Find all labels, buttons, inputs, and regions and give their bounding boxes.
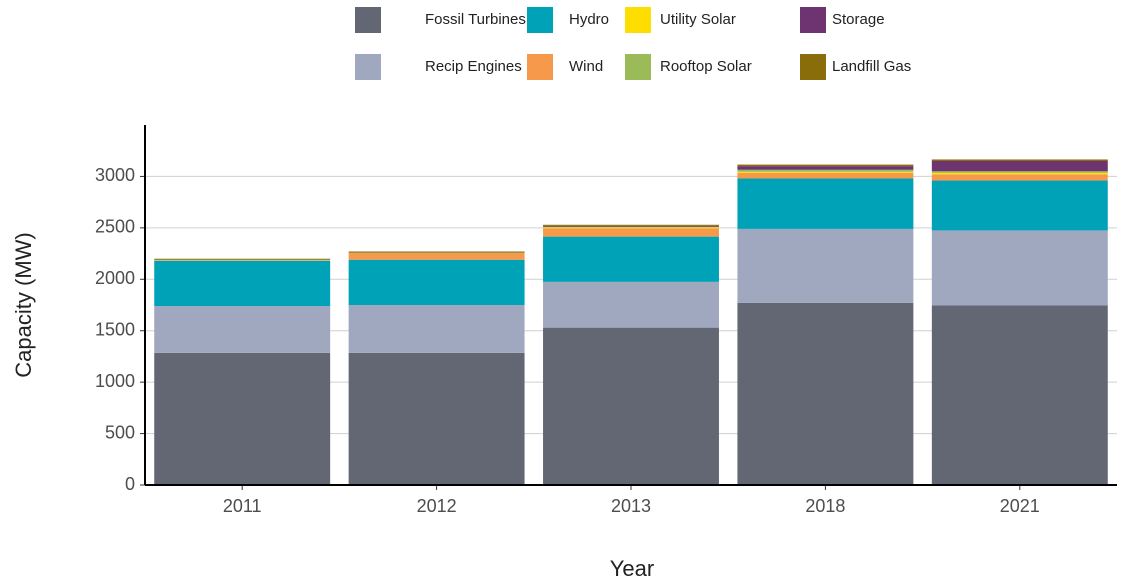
- bar-segment: [543, 224, 719, 226]
- bar-segment: [543, 281, 719, 328]
- bar-segment: [931, 159, 1108, 161]
- bar-segment: [154, 260, 331, 261]
- legend-swatch: [800, 7, 826, 33]
- y-tick-label: 2000: [95, 268, 135, 288]
- bar-segment: [543, 226, 719, 228]
- y-tick-label: 1500: [95, 319, 135, 339]
- legend-swatch: [527, 54, 553, 80]
- legend-swatch: [355, 54, 381, 80]
- legend-label: Landfill Gas: [832, 58, 911, 75]
- bar-segment: [737, 178, 914, 229]
- bar-segment: [737, 302, 914, 485]
- bar-segment: [154, 306, 331, 353]
- legend-label: Recip Engines: [425, 58, 522, 75]
- y-tick-label: 500: [105, 422, 135, 442]
- bar-segment: [543, 327, 719, 485]
- x-tick-label: 2021: [1000, 496, 1040, 516]
- legend-label: Utility Solar: [660, 11, 736, 28]
- x-axis-title: Year: [610, 556, 654, 581]
- legend-label: Fossil Turbines: [425, 11, 526, 28]
- bar-segment: [348, 305, 525, 353]
- bar-segment: [154, 352, 331, 485]
- bar-segment: [348, 252, 525, 254]
- y-tick-label: 0: [125, 474, 135, 494]
- x-tick-label: 2011: [223, 496, 262, 516]
- bar-segment: [737, 164, 914, 167]
- legend-label: Hydro: [569, 11, 609, 28]
- bar-segment: [543, 236, 719, 282]
- legend-label: Wind: [569, 58, 603, 75]
- y-tick-label: 3000: [95, 165, 135, 185]
- legend-label: Rooftop Solar: [660, 58, 752, 75]
- legend-swatch: [625, 54, 651, 80]
- bar-segment: [931, 161, 1108, 172]
- legend-swatch: [800, 54, 826, 80]
- bar-segment: [543, 227, 719, 229]
- bar-segment: [931, 180, 1108, 231]
- bar-segment: [737, 228, 914, 303]
- bar-segment: [154, 260, 331, 307]
- bar-segment: [737, 169, 914, 172]
- x-tick-label: 2012: [417, 496, 457, 516]
- bar-segment: [931, 305, 1108, 485]
- y-tick-label: 2500: [95, 217, 135, 237]
- y-axis-title: Capacity (MW): [11, 232, 36, 377]
- bar-segment: [931, 172, 1108, 175]
- bar-segment: [737, 171, 914, 173]
- legend-swatch: [625, 7, 651, 33]
- bar-segment: [931, 230, 1108, 306]
- bar-segment: [931, 171, 1108, 173]
- bar-segment: [348, 352, 525, 485]
- bar-segment: [348, 253, 525, 260]
- bar-segment: [154, 258, 331, 260]
- legend-swatch: [355, 7, 381, 33]
- y-tick-label: 1000: [95, 371, 135, 391]
- bar-segment: [737, 166, 914, 170]
- bar-segment: [348, 251, 525, 253]
- legend-label: Storage: [832, 11, 885, 28]
- bar-segment: [931, 174, 1108, 181]
- x-tick-label: 2018: [805, 496, 845, 516]
- bar-segment: [543, 228, 719, 237]
- bar-segment: [543, 225, 719, 227]
- legend-swatch: [527, 7, 553, 33]
- bar-segment: [154, 259, 331, 261]
- bar-segment: [737, 172, 914, 179]
- x-tick-label: 2013: [611, 496, 651, 516]
- bar-segment: [348, 259, 525, 305]
